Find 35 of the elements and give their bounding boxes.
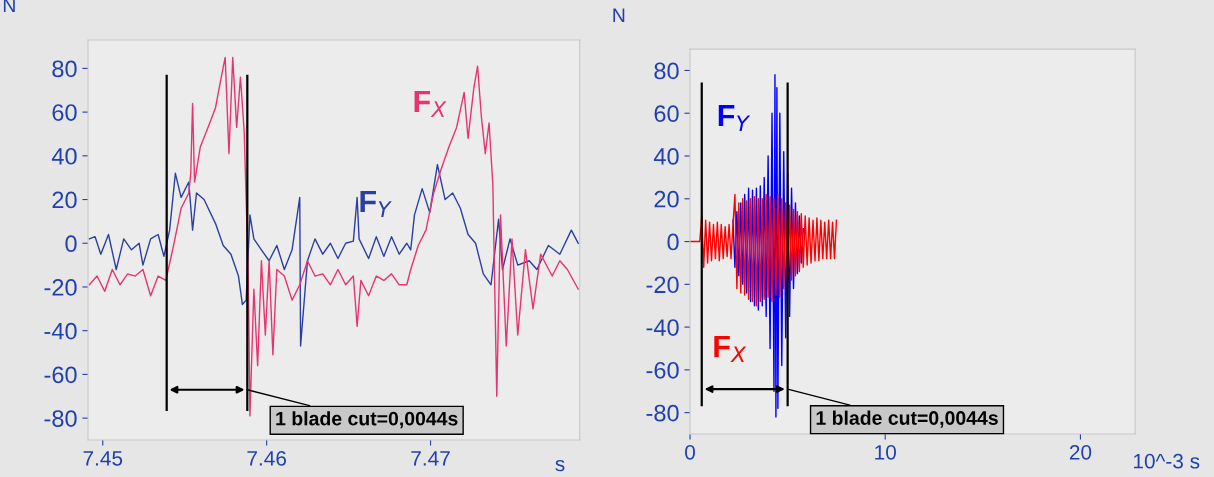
y-tick-label: 60 (52, 104, 77, 121)
x-tick-label: 10 (875, 444, 897, 460)
series-label: F$_{Y}$ (718, 104, 751, 132)
y-tick-label: 60 (654, 105, 679, 123)
y-tick-label: 40 (653, 148, 679, 165)
y-tick-label: -20 (44, 279, 77, 296)
y-tick-label: -60 (44, 366, 77, 384)
series-label: F$_{X}$ (414, 90, 447, 117)
x-axis-title: 10^-3 s (1134, 453, 1200, 469)
y-tick-label: 80 (654, 62, 679, 80)
x-tick-label: 0 (685, 444, 696, 460)
x-tick-label: 20 (1069, 444, 1092, 460)
y-tick-label: 20 (654, 190, 679, 208)
y-tick-label: -40 (646, 319, 679, 336)
x-axis-title: s (555, 459, 565, 472)
series-label: F$_{Y}$ (360, 190, 392, 217)
y-tick-label: 0 (65, 235, 77, 253)
series-label: F$_{X}$ (714, 335, 747, 362)
y-tick-label: -80 (646, 404, 679, 422)
y-tick-label: -80 (44, 410, 77, 427)
x-tick-label: 7.45 (83, 451, 123, 466)
line-series (88, 163, 579, 347)
y-tick-label: 20 (52, 191, 77, 209)
x-tick-label: 7.47 (411, 451, 450, 466)
x-tick-label: 7.46 (247, 450, 287, 466)
y-axis-title: N (613, 8, 625, 22)
y-tick-label: -60 (646, 361, 679, 379)
line-series (690, 193, 838, 307)
y-tick-label: 80 (52, 60, 77, 78)
annotation: 1 blade cut=0,0044s (276, 411, 458, 429)
y-tick-label: -20 (646, 276, 679, 294)
y-tick-label: -40 (44, 322, 77, 340)
y-tick-label: 0 (667, 233, 679, 251)
y-tick-label: 40 (51, 147, 77, 165)
annotation: 1 blade cut=0,0044s (816, 410, 998, 428)
